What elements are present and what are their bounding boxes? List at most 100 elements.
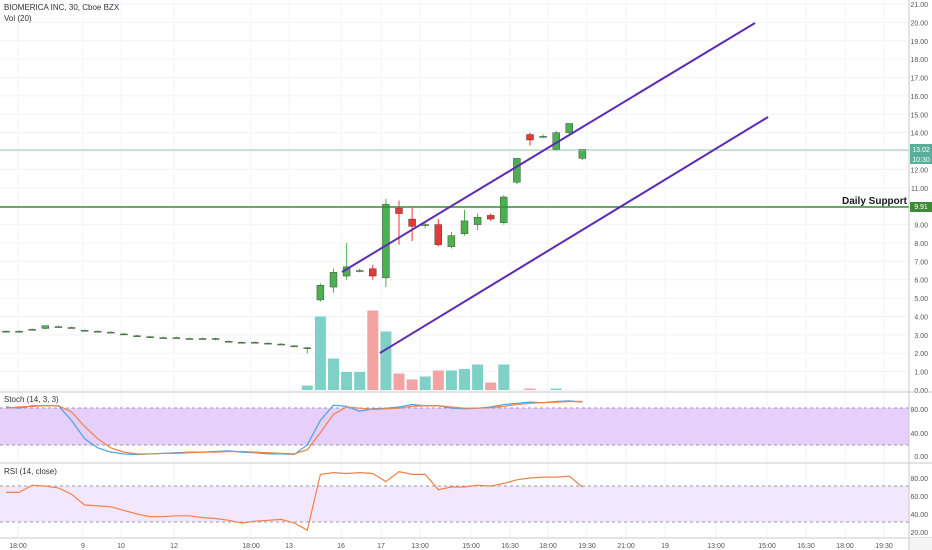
candle[interactable] — [277, 343, 285, 346]
candle[interactable] — [185, 337, 194, 340]
candle-body — [473, 217, 482, 225]
time-tick-label: 13:00 — [411, 543, 429, 550]
candle-body — [107, 331, 115, 334]
candle-body — [303, 347, 311, 349]
candle-body — [460, 220, 469, 234]
candle-body — [356, 270, 364, 272]
candle[interactable] — [264, 342, 272, 345]
candle[interactable] — [251, 341, 259, 344]
volume-bar — [459, 369, 470, 390]
candle[interactable] — [487, 213, 495, 221]
candle[interactable] — [526, 132, 534, 146]
candle-body — [159, 337, 167, 339]
price-tick-label: 12.00 — [910, 167, 928, 174]
candle[interactable] — [578, 149, 587, 161]
candle[interactable] — [447, 231, 456, 249]
candle-body — [513, 158, 521, 183]
candle[interactable] — [224, 340, 233, 343]
candle[interactable] — [565, 123, 573, 135]
candle[interactable] — [211, 337, 220, 341]
candle[interactable] — [500, 195, 508, 225]
candle[interactable] — [80, 329, 89, 332]
stoch-d-line — [5, 400, 583, 455]
candle[interactable] — [408, 208, 416, 242]
candle[interactable] — [382, 198, 390, 288]
support-label: Daily Support — [842, 196, 908, 207]
rsi-title: RSI (14, close) — [4, 467, 57, 476]
candle[interactable] — [54, 325, 63, 328]
settings-corner[interactable] — [909, 538, 932, 550]
candle-body — [185, 338, 194, 340]
candle[interactable] — [28, 328, 36, 331]
channel-upper-line[interactable] — [341, 22, 756, 273]
candle-body — [526, 134, 534, 141]
candle[interactable] — [133, 334, 141, 337]
price-tick-label: 3.00 — [914, 333, 928, 340]
candle[interactable] — [172, 336, 181, 339]
candle[interactable] — [67, 326, 76, 329]
candle-body — [421, 224, 429, 226]
candle[interactable] — [473, 213, 482, 231]
candle-body — [264, 342, 272, 345]
volume-bar — [498, 364, 510, 390]
candle[interactable] — [539, 134, 547, 139]
stoch-band — [0, 408, 909, 445]
price-tick-label: 15.00 — [910, 112, 928, 119]
candlesticks[interactable] — [2, 123, 587, 354]
candle[interactable] — [2, 330, 10, 333]
candle[interactable] — [316, 283, 325, 302]
candle-body — [15, 330, 23, 333]
candle-body — [67, 327, 76, 329]
candle[interactable] — [93, 330, 102, 333]
volume-bars — [301, 310, 562, 390]
volume-bar — [314, 316, 326, 390]
candle[interactable] — [369, 265, 377, 280]
candle[interactable] — [159, 336, 167, 339]
candle[interactable] — [146, 335, 154, 338]
rsi-axis-60: 60.00 — [910, 494, 928, 501]
time-tick-label: 19:30 — [875, 543, 893, 550]
countdown-value: 10:30 — [912, 157, 930, 164]
volume-bar — [380, 331, 392, 390]
candle-body — [198, 338, 207, 340]
stoch-axis-40: 40.00 — [910, 431, 928, 438]
candle[interactable] — [41, 325, 49, 330]
candle[interactable] — [290, 344, 298, 348]
candle[interactable] — [356, 268, 364, 273]
volume-bar — [485, 382, 497, 390]
candle-body — [133, 335, 141, 337]
price-axis[interactable]: 21.00 20.00 19.00 18.00 17.00 16.00 15.00 14.00… — [910, 2, 928, 395]
price-tick-label: 20.00 — [910, 20, 928, 27]
candle[interactable] — [120, 333, 128, 336]
rsi-axis-20: 20.00 — [910, 530, 928, 537]
candle[interactable] — [238, 341, 246, 344]
time-tick-label: 15:00 — [758, 543, 776, 550]
time-axis[interactable]: 18:00 9 10 12 18:00 13 16 17 13:00 15:00 16:30 18:0… — [9, 543, 893, 550]
price-tick-label: 19.00 — [910, 39, 928, 46]
time-tick-label: 15:00 — [462, 543, 480, 550]
candle[interactable] — [329, 268, 338, 293]
candle-body — [487, 215, 495, 220]
time-tick-label: 17 — [377, 543, 385, 550]
rsi-band — [0, 486, 909, 522]
candle-body — [408, 218, 416, 227]
candle[interactable] — [107, 331, 115, 334]
channel-lower-line[interactable] — [379, 116, 769, 354]
price-tick-label: 7.00 — [914, 259, 928, 266]
candle[interactable] — [303, 346, 311, 354]
candle[interactable] — [198, 337, 207, 340]
price-tick-label: 5.00 — [914, 296, 928, 303]
candle-body — [93, 330, 102, 333]
time-tick-label: 12 — [170, 543, 178, 550]
price-tick-label: 11.00 — [911, 186, 928, 193]
rsi-axis-80: 80.00 — [910, 476, 928, 483]
candle[interactable] — [460, 209, 469, 236]
candle-body — [211, 338, 220, 340]
candle[interactable] — [513, 158, 521, 185]
candle[interactable] — [434, 219, 442, 247]
time-tick-label: 10 — [117, 543, 125, 550]
time-tick-label: 18:00 — [539, 543, 557, 550]
candle[interactable] — [15, 330, 23, 333]
